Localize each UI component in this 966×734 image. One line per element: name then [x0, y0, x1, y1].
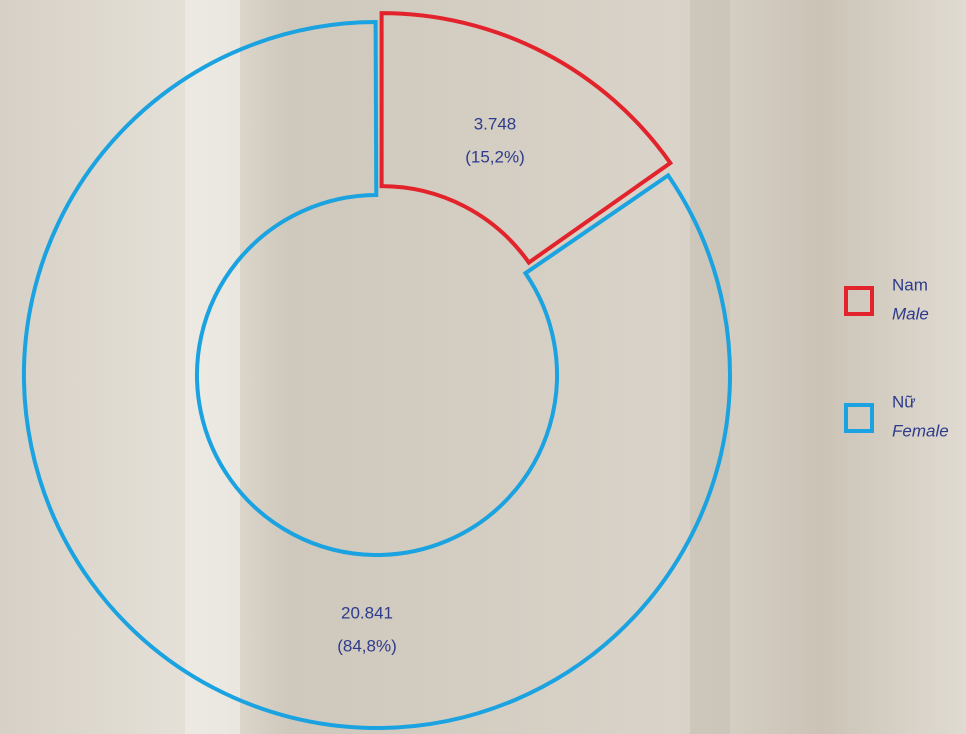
- background-post: [185, 0, 240, 734]
- legend: Nam Male Nữ Female: [844, 275, 949, 440]
- share-label: (15,2%): [465, 147, 525, 166]
- value-label: 20.841: [341, 603, 393, 622]
- legend-label: Nam: [892, 275, 928, 294]
- legend-swatch: [844, 403, 874, 433]
- legend-label-en: Male: [892, 304, 929, 323]
- background-post: [690, 0, 730, 734]
- donut: 3.748 (15,2%) 20.841 (84,8%): [22, 11, 732, 730]
- legend-label: Nữ: [892, 392, 916, 411]
- donut-slice: [379, 11, 674, 266]
- value-label: 3.748: [474, 114, 517, 133]
- share-label: (84,8%): [337, 636, 397, 655]
- legend-label-en: Female: [892, 421, 949, 440]
- donut-slice: [22, 19, 732, 730]
- legend-swatch: [844, 286, 874, 316]
